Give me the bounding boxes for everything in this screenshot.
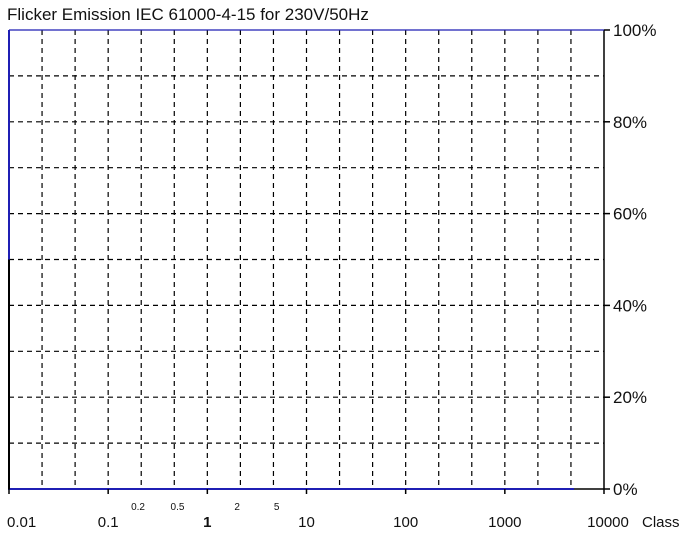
x-axis-ticks: 0.01 0.1 1 10 100 1000 10000 0.2 0.5 2 5 (7, 489, 629, 531)
grid (9, 30, 604, 489)
y-tick-label: 20% (613, 388, 647, 407)
x-tick-label: 100 (393, 514, 418, 531)
x-tick-label: 1 (203, 514, 211, 531)
x-tick-label: 10000 (587, 514, 629, 531)
x-minor-tick-label: 0.5 (171, 502, 185, 513)
y-axis-ticks: 0% 20% 40% 60% 80% 100% (604, 21, 656, 499)
y-tick-label: 80% (613, 113, 647, 132)
y-tick-label: 0% (613, 480, 638, 499)
y-tick-label: 40% (613, 296, 647, 315)
x-tick-label: 1000 (488, 514, 521, 531)
y-tick-label: 60% (613, 205, 647, 224)
x-tick-label: 10 (298, 514, 315, 531)
y-tick-label: 100% (613, 21, 656, 40)
x-tick-label: 0.01 (7, 514, 36, 531)
chart-title: Flicker Emission IEC 61000-4-15 for 230V… (7, 5, 369, 24)
x-tick-label: 0.1 (98, 514, 119, 531)
x-axis-label: Class (642, 514, 680, 531)
x-minor-tick-label: 0.2 (131, 502, 145, 513)
x-minor-tick-label: 5 (274, 502, 280, 513)
x-minor-tick-label: 2 (234, 502, 240, 513)
